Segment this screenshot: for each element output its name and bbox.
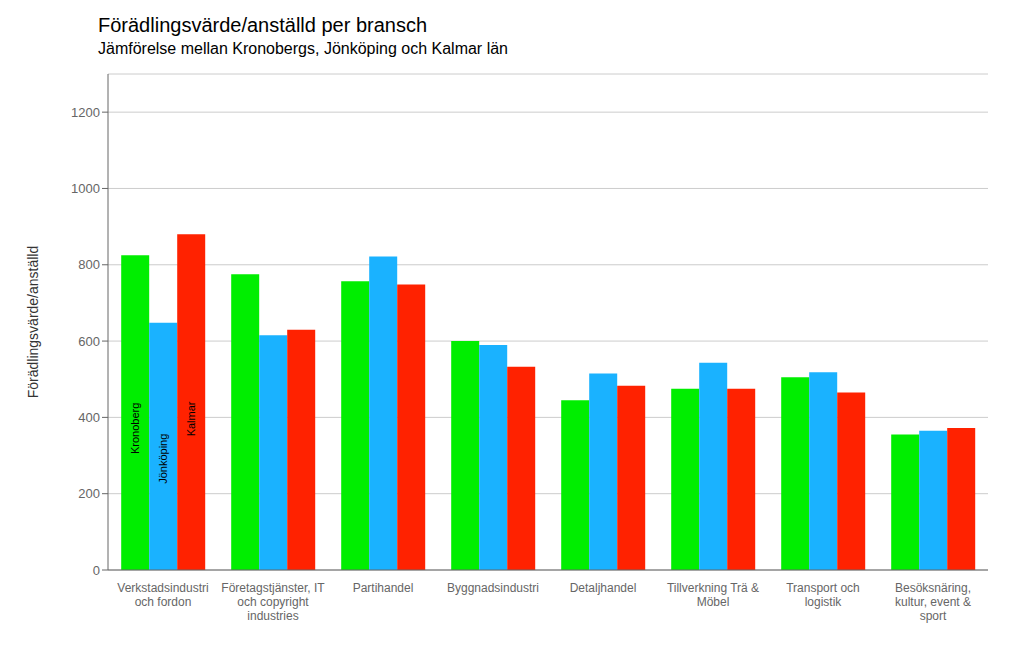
svg-text:800: 800 <box>78 257 100 272</box>
svg-text:Företagstjänster, IToch copyri: Företagstjänster, IToch copyrightindustr… <box>221 581 325 623</box>
svg-text:200: 200 <box>78 486 100 501</box>
svg-text:1000: 1000 <box>71 181 100 196</box>
svg-text:Kalmar: Kalmar <box>185 401 197 436</box>
svg-text:Byggnadsindustri: Byggnadsindustri <box>447 581 539 595</box>
svg-text:Besöksnäring,kultur, event &sp: Besöksnäring,kultur, event &sport <box>895 581 971 623</box>
svg-text:Verkstadsindustrioch fordon: Verkstadsindustrioch fordon <box>117 581 208 609</box>
svg-text:Kronoberg: Kronoberg <box>129 403 141 454</box>
svg-text:Partihandel: Partihandel <box>353 581 414 595</box>
svg-text:Tillverkning Trä &Möbel: Tillverkning Trä &Möbel <box>667 581 759 609</box>
svg-text:Förädlingsvärde/anställd: Förädlingsvärde/anställd <box>25 246 41 399</box>
svg-text:0: 0 <box>93 563 100 578</box>
svg-text:1200: 1200 <box>71 105 100 120</box>
svg-text:Transport ochlogistik: Transport ochlogistik <box>786 581 860 609</box>
html-text:Jämförelse mellan Kronobergs,: Jämförelse mellan Kronobergs, Jönköping … <box>98 40 508 57</box>
svg-text:Detaljhandel: Detaljhandel <box>570 581 637 595</box>
svg-text:600: 600 <box>78 334 100 349</box>
svg-text:Jönköping: Jönköping <box>157 434 169 484</box>
html-text:Förädlingsvärde/anställd per b: Förädlingsvärde/anställd per bransch <box>98 14 428 36</box>
svg-text:400: 400 <box>78 410 100 425</box>
